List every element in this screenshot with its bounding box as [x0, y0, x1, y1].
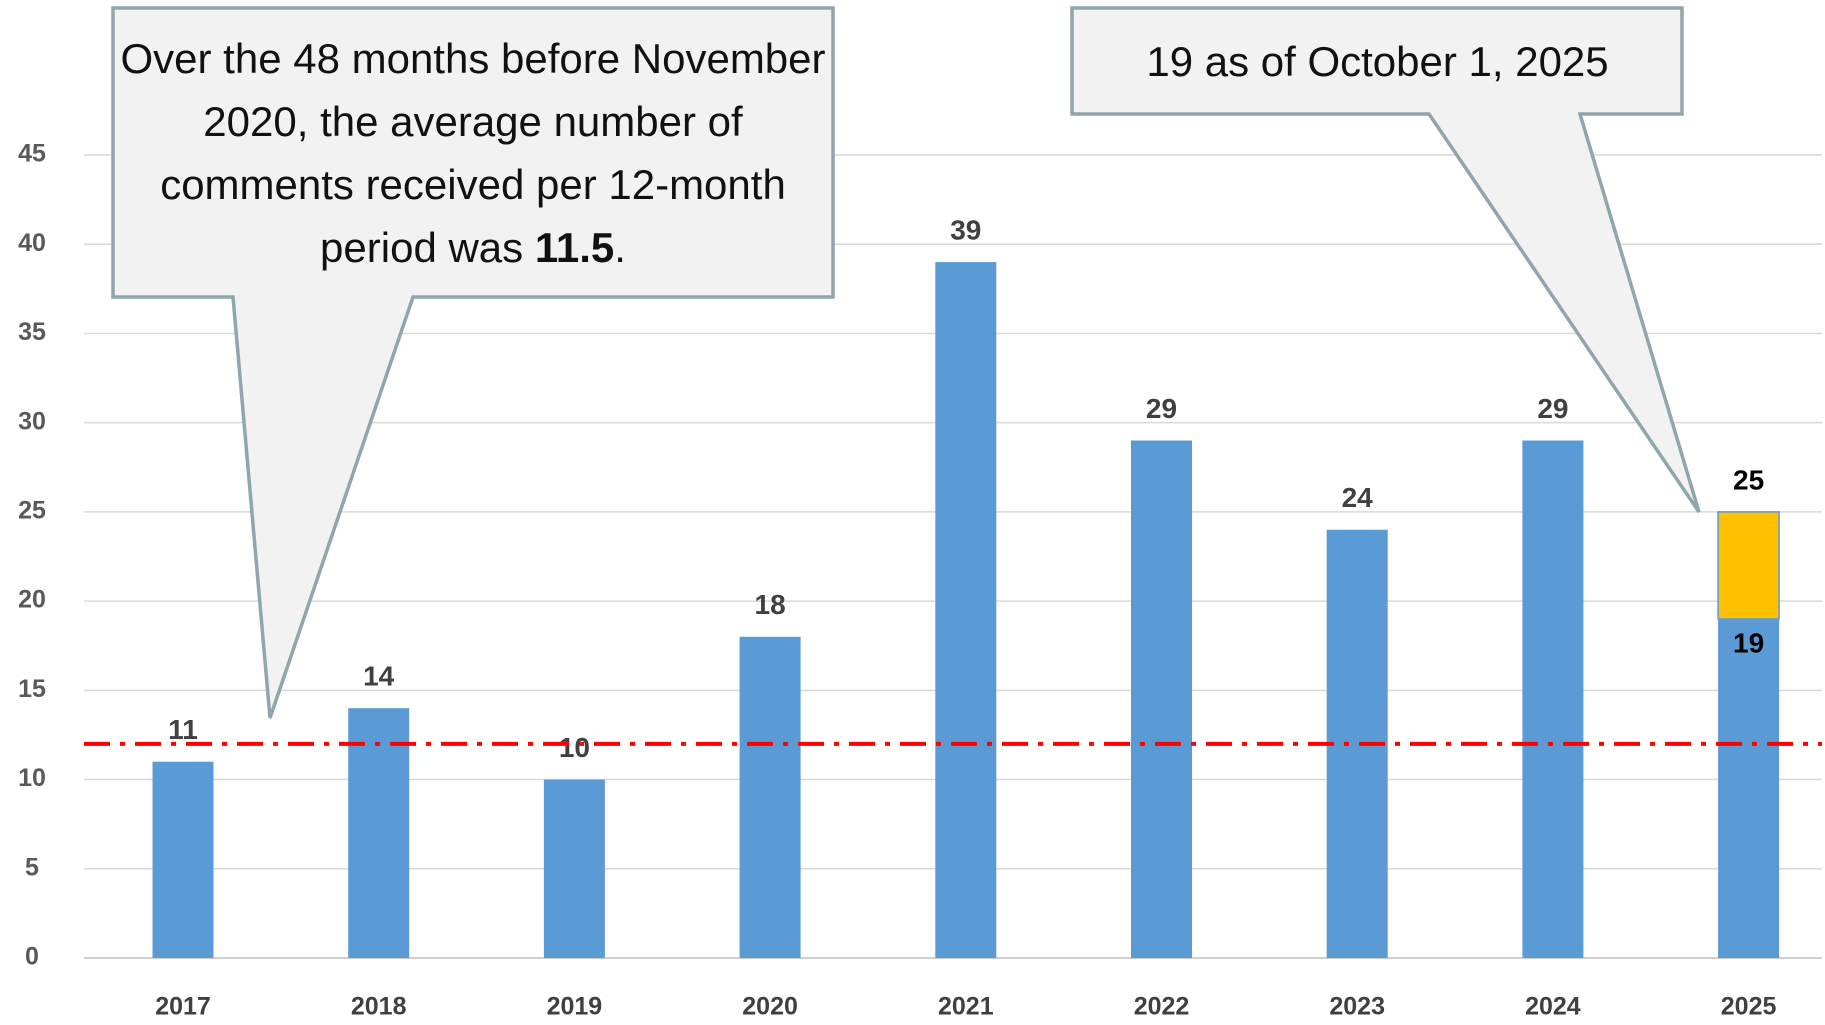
y-tick-label: 0	[25, 943, 39, 971]
x-tick-label: 2021	[938, 993, 994, 1021]
bar	[348, 708, 410, 958]
bar	[935, 262, 997, 959]
data-label: 19	[1733, 627, 1764, 658]
y-tick-label: 30	[18, 407, 46, 435]
data-label: 29	[1146, 393, 1177, 424]
x-tick-label: 2024	[1525, 993, 1581, 1021]
bar	[543, 779, 605, 958]
data-label: 39	[950, 214, 981, 245]
y-tick-label: 10	[18, 764, 46, 792]
callout-text: Over the 48 months before November 2020,…	[118, 27, 828, 279]
callout-part: Over the 48 months before November 2020,…	[120, 35, 826, 271]
callout-box	[1070, 6, 1701, 513]
bar	[739, 636, 801, 958]
data-label: 18	[755, 589, 786, 620]
bar	[1718, 618, 1780, 958]
y-tick-label: 5	[25, 853, 39, 881]
callout-part: 11.5	[534, 224, 615, 271]
data-label: 14	[363, 661, 395, 692]
y-tick-label: 20	[18, 586, 46, 614]
y-tick-label: 35	[18, 318, 46, 346]
callout-text: 19 as of October 1, 2025	[1146, 38, 1609, 85]
y-tick-label: 15	[18, 675, 46, 703]
data-label: 11	[168, 714, 198, 745]
data-label: 29	[1537, 393, 1568, 424]
bar	[1717, 511, 1780, 620]
y-tick-label: 40	[18, 229, 46, 257]
callout-part: .	[614, 224, 626, 271]
x-tick-label: 2017	[155, 993, 211, 1021]
x-tick-label: 2019	[547, 993, 603, 1021]
bar	[1131, 440, 1192, 958]
bar	[1522, 440, 1584, 958]
x-tick-label: 2022	[1134, 993, 1190, 1021]
x-tick-label: 2020	[742, 993, 798, 1021]
callout-box	[111, 6, 835, 719]
y-tick-label: 25	[18, 496, 46, 524]
bar	[152, 761, 214, 958]
total-label: 25	[1733, 464, 1764, 495]
x-tick-label: 2023	[1329, 993, 1385, 1021]
data-label: 10	[559, 732, 590, 763]
data-label: 24	[1342, 482, 1374, 513]
y-tick-label: 45	[18, 140, 46, 168]
x-tick-label: 2018	[351, 993, 407, 1021]
x-tick-label: 2025	[1721, 993, 1777, 1021]
